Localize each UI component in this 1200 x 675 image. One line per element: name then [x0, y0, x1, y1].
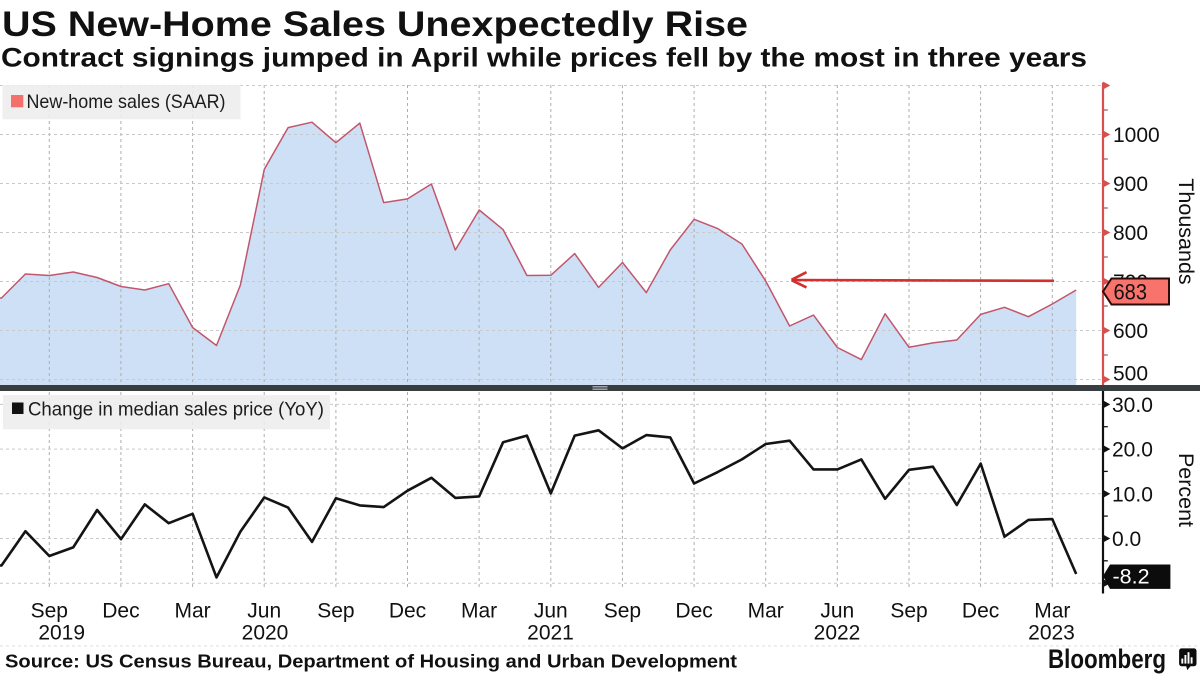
svg-text:0.0: 0.0: [1112, 528, 1141, 551]
svg-text:Source: US Census Bureau, Depa: Source: US Census Bureau, Department of …: [5, 652, 737, 672]
svg-text:Mar: Mar: [175, 600, 211, 623]
svg-text:Sep: Sep: [31, 600, 68, 623]
svg-text:800: 800: [1113, 222, 1148, 245]
svg-text:683: 683: [1114, 280, 1148, 305]
svg-text:Jun: Jun: [247, 600, 281, 623]
svg-text:Thousands: Thousands: [1174, 178, 1198, 284]
svg-text:2022: 2022: [814, 622, 861, 645]
svg-text:2019: 2019: [38, 622, 85, 645]
svg-text:New-home sales (SAAR): New-home sales (SAAR): [27, 91, 226, 113]
svg-text:Sep: Sep: [317, 600, 354, 623]
svg-text:600: 600: [1113, 320, 1148, 343]
svg-text:20.0: 20.0: [1112, 439, 1153, 462]
svg-text:2021: 2021: [527, 622, 574, 645]
svg-text:-8.2: -8.2: [1113, 565, 1150, 589]
svg-text:Percent: Percent: [1174, 453, 1198, 527]
svg-text:US New-Home Sales Unexpectedly: US New-Home Sales Unexpectedly Rise: [2, 5, 748, 44]
svg-text:500: 500: [1113, 363, 1148, 386]
svg-text:Change in median sales price (: Change in median sales price (YoY): [28, 399, 324, 421]
svg-text:30.0: 30.0: [1112, 394, 1153, 417]
svg-text:Bloomberg: Bloomberg: [1048, 644, 1166, 674]
svg-text:Sep: Sep: [890, 600, 927, 623]
svg-text:1000: 1000: [1113, 124, 1160, 147]
svg-text:Mar: Mar: [1034, 600, 1070, 623]
svg-text:10.0: 10.0: [1112, 483, 1153, 506]
svg-text:Dec: Dec: [675, 600, 712, 623]
svg-text:Mar: Mar: [461, 600, 497, 623]
svg-text:Dec: Dec: [389, 600, 426, 623]
svg-text:Dec: Dec: [962, 600, 999, 623]
svg-text:Jun: Jun: [820, 600, 854, 623]
svg-text:2020: 2020: [242, 622, 289, 645]
svg-text:900: 900: [1113, 173, 1148, 196]
svg-text:Dec: Dec: [102, 600, 139, 623]
svg-text:Jun: Jun: [534, 600, 568, 623]
svg-text:2023: 2023: [1028, 622, 1075, 645]
svg-text:Sep: Sep: [604, 600, 641, 623]
svg-text:Mar: Mar: [748, 600, 784, 623]
svg-text:Contract signings jumped in Ap: Contract signings jumped in April while …: [1, 43, 1087, 73]
